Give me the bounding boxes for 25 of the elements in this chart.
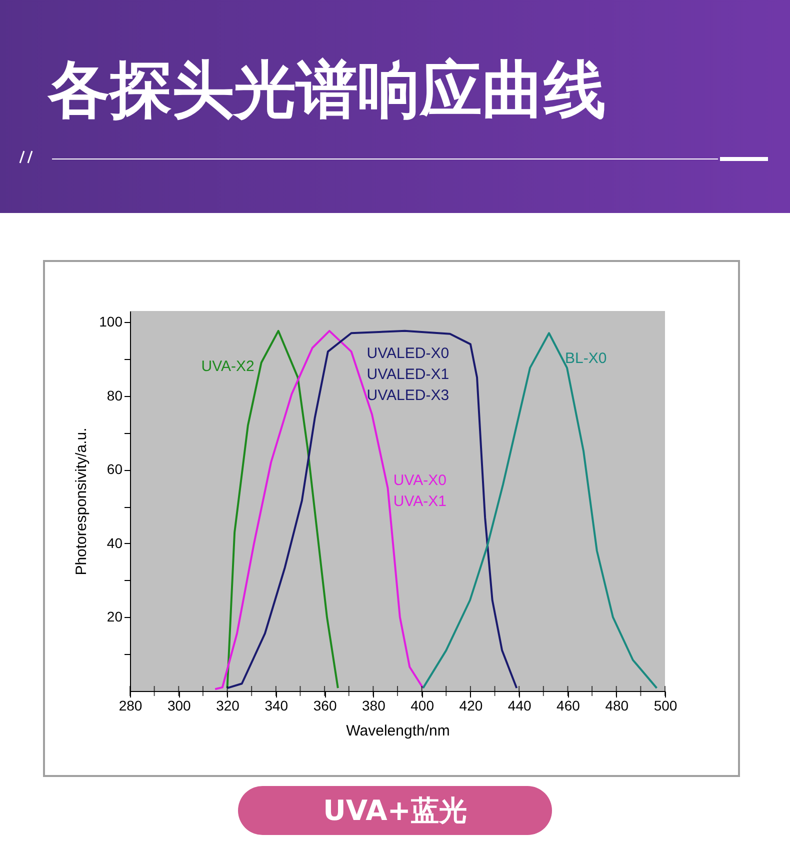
y-tick-label: 20 (106, 608, 123, 625)
series-label: UVA-X0 UVA-X1 (393, 472, 446, 510)
x-tick-label: 440 (508, 698, 532, 714)
y-axis-title: Photoresponsivity/a.u. (73, 428, 90, 576)
series-label: UVA-X2 (201, 358, 254, 375)
x-tick-label: 480 (605, 698, 629, 714)
x-tick-label: 360 (313, 698, 337, 714)
y-tick-label: 40 (106, 534, 123, 551)
x-tick-label: 400 (410, 698, 434, 714)
series-label: BL-X0 (565, 350, 607, 368)
x-tick-label: 280 (118, 698, 142, 714)
x-tick-label: 460 (556, 698, 580, 714)
series-label: UVALED-X0 UVALED-X1 UVALED-X3 (366, 344, 450, 404)
x-tick-label: 340 (264, 698, 288, 714)
text: UVA+蓝光 (238, 786, 552, 835)
x-tick-label: 500 (654, 698, 678, 714)
y-tick-label: 80 (106, 387, 123, 404)
x-tick-label: 420 (459, 698, 483, 714)
chart-title: 各探头光谱响应曲线 (48, 52, 606, 128)
y-tick-label: 60 (106, 461, 123, 478)
x-axis-title: Wavelength/nm (346, 722, 450, 740)
y-tick-label: 100 (99, 314, 123, 330)
x-tick-label: 320 (216, 698, 240, 714)
x-tick-label: 380 (362, 698, 386, 714)
x-tick-label: 300 (167, 698, 192, 714)
